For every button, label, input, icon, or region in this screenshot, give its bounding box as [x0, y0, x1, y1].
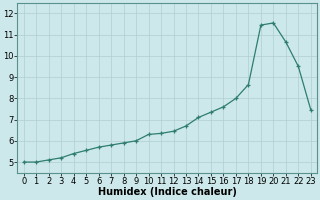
X-axis label: Humidex (Indice chaleur): Humidex (Indice chaleur) [98, 187, 237, 197]
